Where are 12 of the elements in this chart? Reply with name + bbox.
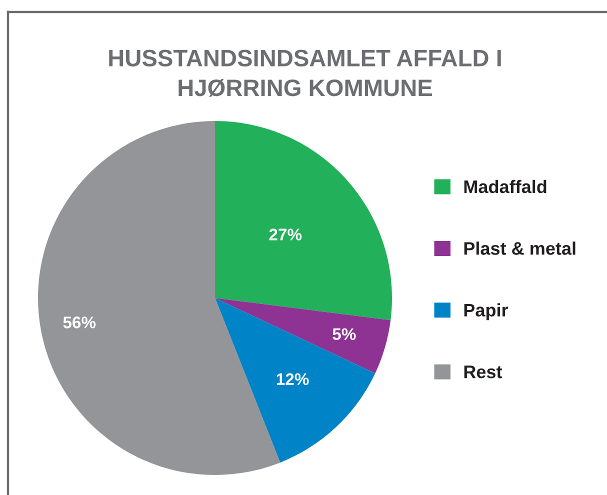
legend-label: Papir bbox=[464, 303, 508, 320]
data-label: 5% bbox=[332, 328, 356, 340]
pie-slice bbox=[215, 298, 391, 374]
legend-label: Madaffald bbox=[464, 180, 546, 194]
data-label: 56% bbox=[63, 316, 96, 328]
legend-label: Rest bbox=[464, 366, 502, 378]
pie-slice bbox=[215, 298, 376, 463]
data-label: 12% bbox=[276, 373, 309, 386]
pie-slice bbox=[215, 121, 392, 320]
data-label: 27% bbox=[269, 228, 302, 240]
legend-label: Plast & metal bbox=[464, 242, 576, 255]
chart-title: HUSSTANDSINDSAMLET AFFALD I HJØRRING KOMMUNE bbox=[109, 50, 501, 97]
